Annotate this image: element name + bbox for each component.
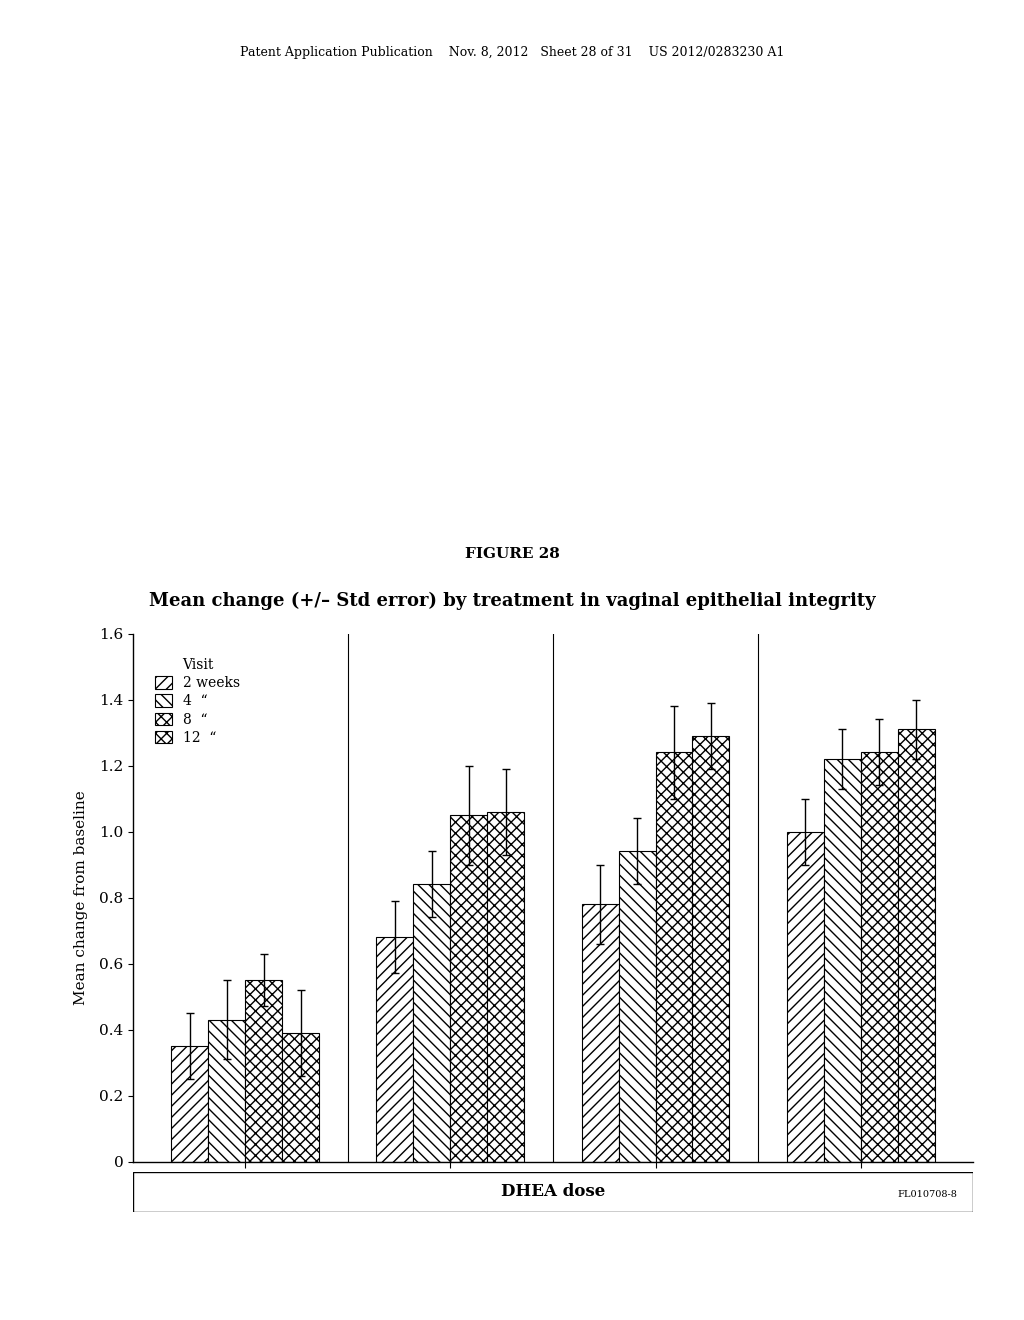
Bar xyxy=(282,1032,319,1162)
Text: Mean change (+/– Std error) by treatment in vaginal epithelial integrity: Mean change (+/– Std error) by treatment… xyxy=(148,591,876,610)
Bar xyxy=(824,759,861,1162)
Text: FIGURE 28: FIGURE 28 xyxy=(465,548,559,561)
Bar xyxy=(414,884,451,1162)
Bar xyxy=(692,737,729,1162)
Text: DHEA dose: DHEA dose xyxy=(501,1184,605,1200)
Bar xyxy=(861,752,898,1162)
Y-axis label: Mean change from baseline: Mean change from baseline xyxy=(74,791,88,1005)
Bar xyxy=(245,979,282,1162)
Bar xyxy=(377,937,414,1162)
Bar xyxy=(451,814,487,1162)
Bar xyxy=(618,851,655,1162)
Bar xyxy=(582,904,618,1162)
Bar xyxy=(786,832,824,1162)
FancyBboxPatch shape xyxy=(133,1172,973,1212)
Bar xyxy=(655,752,692,1162)
Bar xyxy=(208,1019,245,1162)
Legend: 2 weeks, 4  “, 8  “, 12  “: 2 weeks, 4 “, 8 “, 12 “ xyxy=(148,651,247,751)
Bar xyxy=(171,1045,208,1162)
Bar xyxy=(487,812,524,1162)
Text: FL010708-8: FL010708-8 xyxy=(898,1191,957,1199)
Bar xyxy=(898,729,935,1162)
Text: Patent Application Publication    Nov. 8, 2012   Sheet 28 of 31    US 2012/02832: Patent Application Publication Nov. 8, 2… xyxy=(240,46,784,59)
